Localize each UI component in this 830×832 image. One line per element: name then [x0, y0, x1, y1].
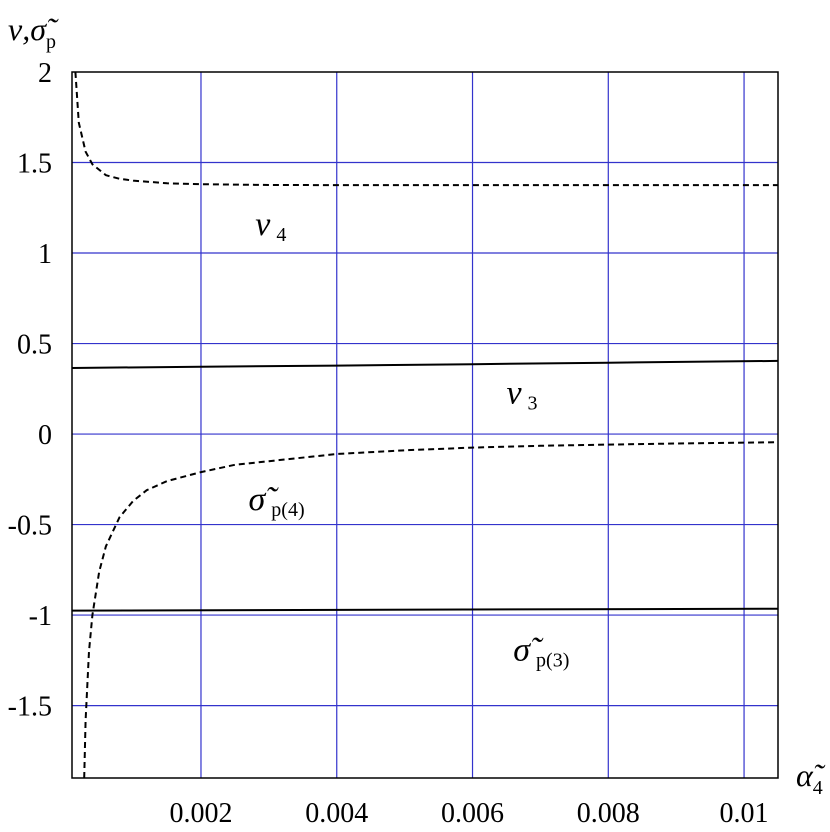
- grid: [72, 72, 778, 778]
- y-tick-label: 1: [38, 239, 52, 270]
- y-tick-label: -0.5: [8, 511, 52, 542]
- x-axis-title-subscript: 4: [813, 777, 823, 799]
- y-tick-label: 0.5: [17, 330, 52, 361]
- curve-label-3: σ̃ p(3): [513, 631, 569, 671]
- y-axis-title-subscript: p: [46, 31, 56, 53]
- curve-label-symbol: ν: [255, 206, 271, 243]
- y-tick-label: -1.5: [8, 692, 52, 723]
- x-tick-label: 0.002: [169, 798, 232, 829]
- x-tick-label: 0.01: [720, 798, 769, 829]
- series-group: [71, 71, 779, 779]
- y-axis-title: ν,σ̃p: [8, 11, 59, 53]
- y-tick-label: 2: [38, 58, 52, 89]
- series-line-0: [74, 71, 778, 187]
- x-tick-label: 0.008: [577, 798, 640, 829]
- curve-label-subscript: p(3): [536, 649, 569, 671]
- y-axis-title-separator: ,: [22, 11, 30, 47]
- x-axis-title: α̃4: [796, 757, 826, 799]
- curve-label-subscript: p(4): [271, 499, 304, 521]
- curve-labels: ν 4ν 3σ̃ p(4)σ̃ p(3): [249, 206, 570, 671]
- plot-frame: [71, 71, 779, 779]
- curve-label-subscript: 3: [528, 392, 538, 414]
- y-tick-labels: 2 1.5 1 0.5 0 -0.5 -1 -1.5: [8, 58, 52, 723]
- curve-label-2: σ̃ p(4): [249, 481, 305, 521]
- x-tick-labels: 0.002 0.004 0.006 0.008 0.01: [169, 798, 768, 829]
- curve-label-symbol: ν: [506, 374, 522, 411]
- series-line-1: [71, 359, 779, 369]
- curve-label-subscript: 4: [276, 224, 286, 246]
- y-tick-label: 0: [38, 420, 52, 451]
- x-tick-label: 0.004: [305, 798, 368, 829]
- y-axis-title-nu: ν: [8, 11, 23, 47]
- y-tick-label: 1.5: [17, 149, 52, 180]
- y-tick-label: -1: [29, 601, 52, 632]
- x-tick-label: 0.006: [441, 798, 504, 829]
- series-line-2: [83, 441, 779, 779]
- series-line-3: [71, 607, 779, 612]
